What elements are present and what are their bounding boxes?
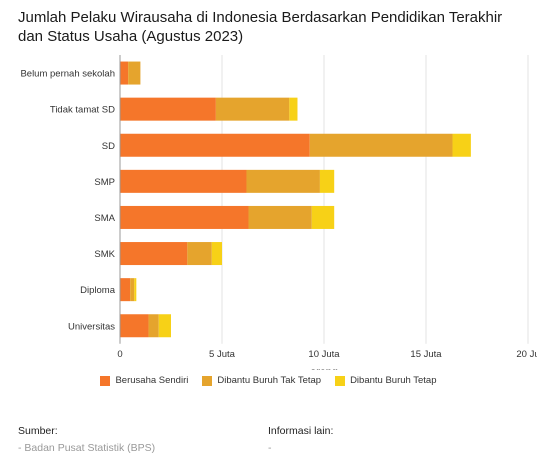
- category-label: Universitas: [68, 321, 115, 332]
- bar-segment: [120, 205, 249, 229]
- x-tick-label: 10 Juta: [308, 349, 340, 360]
- category-label: Tidak tamat SD: [50, 105, 115, 116]
- category-label: Diploma: [80, 285, 116, 296]
- chart-legend: Berusaha Sendiri Dibantu Buruh Tak Tetap…: [0, 375, 537, 386]
- source-text: - Badan Pusat Statistik (BPS): [18, 442, 156, 454]
- category-label: SMK: [94, 249, 115, 260]
- bar-segment: [148, 314, 159, 338]
- bar-segment: [248, 205, 312, 229]
- bar-segment: [289, 97, 298, 121]
- bar-segment: [215, 97, 290, 121]
- info-block: Informasi lain: -: [268, 425, 333, 454]
- bar-segment: [187, 242, 212, 266]
- stacked-bar-chart: Belum pernah sekolah Tidak tamat SD SD SMP S…: [20, 55, 537, 370]
- category-label: SMA: [94, 213, 115, 224]
- bar-segment: [120, 278, 131, 302]
- category-label: SMP: [94, 177, 115, 188]
- legend-item-berusaha-sendiri[interactable]: Berusaha Sendiri: [100, 375, 188, 386]
- bar-segment: [120, 314, 149, 338]
- bar-segment: [120, 242, 188, 266]
- info-text: -: [268, 442, 272, 454]
- legend-label: Berusaha Sendiri: [115, 375, 189, 386]
- bar-segment: [158, 314, 171, 338]
- legend-label: Dibantu Buruh Tak Tetap: [217, 375, 322, 386]
- legend-item-buruh-tak-tetap[interactable]: Dibantu Buruh Tak Tetap: [202, 375, 321, 386]
- legend-swatch: [335, 375, 346, 386]
- legend-swatch: [202, 375, 213, 386]
- category-label: SD: [102, 141, 115, 152]
- bar-segment: [246, 169, 320, 193]
- bar-segment: [319, 169, 335, 193]
- x-tick-label: 0: [117, 349, 122, 360]
- legend-swatch: [100, 375, 111, 386]
- legend-label: Dibantu Buruh Tetap: [350, 375, 437, 386]
- bar-segment: [134, 278, 137, 302]
- category-label: Belum pernah sekolah: [20, 69, 115, 80]
- source-heading: Sumber:: [18, 425, 58, 437]
- bar-segment: [128, 61, 141, 85]
- bar-segment: [309, 133, 453, 157]
- x-tick-label: 20 Ju: [516, 349, 537, 360]
- bar-segment: [120, 133, 310, 157]
- bar-segment: [120, 169, 247, 193]
- bar-segment: [311, 205, 335, 229]
- x-tick-label: 5 Juta: [209, 349, 236, 360]
- bar-segment: [120, 61, 129, 85]
- x-tick-label: 15 Juta: [410, 349, 442, 360]
- source-block: Sumber: - Badan Pusat Statistik (BPS): [18, 425, 155, 454]
- chart-title: Jumlah Pelaku Wirausaha di Indonesia Ber…: [18, 9, 503, 45]
- bar-segment: [120, 97, 216, 121]
- bar-segment: [452, 133, 471, 157]
- bar-segment: [130, 278, 135, 302]
- info-heading: Informasi lain:: [268, 425, 334, 437]
- legend-item-buruh-tetap[interactable]: Dibantu Buruh Tetap: [335, 375, 437, 386]
- x-axis-label: orang: [310, 367, 338, 370]
- bar-segment: [211, 242, 222, 266]
